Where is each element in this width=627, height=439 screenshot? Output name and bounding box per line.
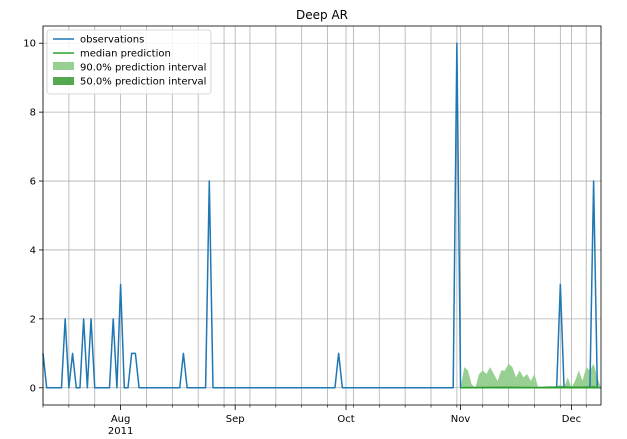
x-tick-sublabel: 2011	[108, 426, 133, 437]
x-tick-label: Sep	[226, 414, 245, 425]
legend-swatch-interval-50	[53, 77, 74, 85]
plot-area	[42, 42, 601, 389]
legend-label-interval-50: 50.0% prediction interval	[80, 77, 206, 88]
legend: observations median prediction 90.0% pre…	[46, 29, 212, 95]
y-tick-label: 0	[30, 383, 36, 394]
y-tick-label: 2	[30, 314, 36, 325]
legend-swatch-interval-90	[53, 62, 74, 70]
y-tick-label: 10	[23, 39, 36, 50]
y-tick-label: 8	[30, 108, 36, 119]
plot-frame	[42, 25, 602, 406]
chart-title: Deep AR	[296, 8, 348, 22]
legend-box	[46, 29, 212, 95]
y-tick-label: 6	[30, 177, 36, 188]
x-tick-label: Nov	[451, 414, 471, 425]
legend-label-median: median prediction	[80, 49, 171, 60]
legend-label-interval-90: 90.0% prediction interval	[80, 63, 206, 74]
y-tick-label: 4	[30, 245, 36, 256]
x-tick-label: Dec	[562, 414, 581, 425]
x-tick-label: Aug	[111, 414, 131, 425]
x-tick-label: Oct	[337, 414, 354, 425]
prediction-interval-90-area	[460, 363, 601, 388]
legend-label-observations: observations	[80, 35, 144, 46]
